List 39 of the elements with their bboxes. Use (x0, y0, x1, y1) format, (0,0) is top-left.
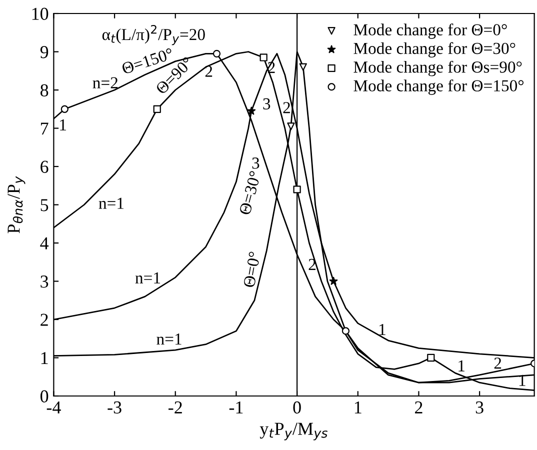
annotation: 1 (380, 324, 386, 335)
legend-label: Mode change for Θ=0° (354, 24, 507, 39)
legend-label: Mode change for Θ=30° (354, 42, 516, 58)
x-tick-label: 1 (354, 401, 362, 414)
annotation: 2 (283, 102, 290, 114)
annotation: n=1 (98, 198, 124, 209)
y-tick-label: 6 (40, 160, 48, 173)
y-axis-title: P$_{θnα}$/P$_{y}$ (8, 176, 26, 234)
y-tick-label: 3 (40, 276, 48, 288)
annotation: 3 (252, 158, 260, 169)
x-tick-label: 0 (293, 401, 301, 414)
y-tick-label: 10 (32, 8, 48, 20)
x-tick-label: -3 (108, 401, 122, 414)
x-tick-label: 3 (476, 401, 484, 414)
annotation: 3 (263, 98, 270, 110)
y-tick-label: 4 (40, 237, 49, 250)
annotation: α$_{t}$(L/π)$^{2}$/P$_{y}$=20 (102, 24, 205, 46)
annotation: n=1 (156, 334, 182, 345)
legend-label: Mode change for Θ=150° (354, 79, 524, 95)
y-tick-label: 0 (40, 390, 48, 402)
y-tick-label: 5 (40, 199, 48, 212)
annotation: n=1 (135, 272, 160, 284)
y-tick-label: 8 (40, 84, 48, 96)
legend-label: Mode change for Θs=90° (354, 60, 522, 76)
x-tick-label: -1 (229, 401, 243, 414)
y-tick-label: 9 (40, 46, 48, 58)
y-tick-label: 2 (40, 314, 48, 326)
x-tick-label: 2 (415, 401, 422, 414)
annotation: n=2 (92, 77, 118, 88)
annotation: 1 (458, 360, 464, 372)
y-tick-label: 7 (41, 122, 48, 135)
annotation: 2 (494, 358, 502, 369)
y-tick-label: 1 (41, 352, 48, 364)
x-tick-label: -4 (46, 402, 61, 414)
x-axis-title: y$_{t}$P$_{y}$/M$_{ys}$ (260, 422, 328, 440)
annotation: 1 (60, 119, 66, 130)
annotation: Θ=0° (243, 251, 260, 288)
x-tick-label: -2 (168, 401, 182, 414)
annotation: Θ=30° (238, 170, 262, 216)
